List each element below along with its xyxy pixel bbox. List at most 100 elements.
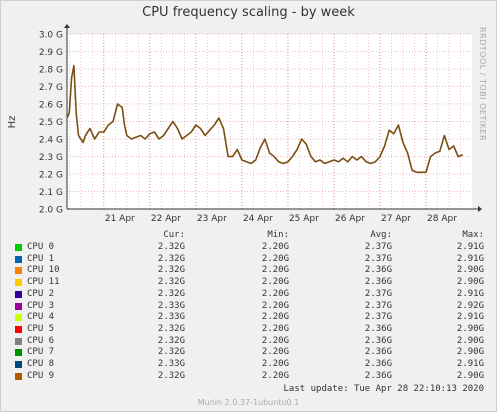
- legend-avg-value: 2.36G: [364, 323, 392, 334]
- y-tick-label: 2.9 G: [39, 48, 63, 58]
- x-tick-label: 25 Apr: [289, 214, 319, 224]
- legend-max-value: 2.91G: [456, 359, 484, 369]
- chart-title: CPU frequency scaling - by week: [142, 5, 355, 20]
- x-tick-label: 27 Apr: [381, 214, 411, 224]
- legend-min-value: 2.20G: [261, 359, 289, 369]
- legend-series-name: CPU 11: [27, 277, 60, 288]
- legend-swatch: [15, 372, 22, 380]
- y-tick-label: 2.3 G: [39, 153, 63, 163]
- legend-swatch: [15, 361, 22, 368]
- legend-cur-value: 2.32G: [157, 370, 185, 381]
- legend-swatch: [15, 325, 22, 333]
- legend-cur-value: 2.32G: [157, 277, 185, 288]
- y-tick-label: 2.7 G: [39, 83, 63, 93]
- munin-version: Munin 2.0.37-1ubuntu0.1: [197, 398, 300, 407]
- y-tick-label: 2.5 G: [39, 118, 63, 128]
- legend-swatch: [15, 302, 22, 310]
- legend-swatch: [15, 267, 22, 275]
- legend-cur-value: 2.33G: [157, 312, 185, 323]
- legend-max-value: 2.91G: [456, 242, 484, 252]
- legend-swatch: [15, 349, 22, 357]
- x-axis-arrow: [478, 206, 482, 212]
- y-axis-label: Hz: [7, 116, 18, 129]
- legend-row: CPU 2 2.32G 2.20G 2.37G 2.91G: [13, 289, 487, 301]
- legend-series-name: CPU 4: [27, 312, 55, 323]
- legend-row: CPU 9 2.32G 2.20G 2.36G 2.90G: [13, 371, 487, 383]
- legend-header-max: Max:: [462, 230, 484, 240]
- legend-cur-value: 2.32G: [157, 265, 185, 276]
- legend-min-value: 2.20G: [261, 370, 289, 381]
- legend-swatch: [15, 279, 22, 287]
- legend-swatch: [15, 314, 22, 322]
- legend-swatch: [15, 244, 22, 251]
- legend-min-value: 2.20G: [261, 347, 289, 358]
- legend-cur-value: 2.32G: [157, 335, 185, 346]
- legend-header-cur: Cur:: [163, 230, 185, 240]
- legend-row: CPU 1 2.32G 2.20G 2.37G 2.91G: [13, 254, 487, 266]
- legend-row: CPU 6 2.32G 2.20G 2.36G 2.90G: [13, 336, 487, 348]
- legend-max-value: 2.91G: [456, 312, 484, 323]
- rrdtool-watermark: RRDTOOL / TOBI OETIKER: [478, 27, 487, 142]
- legend-header: Cur: Min: Avg: Max:: [13, 230, 487, 242]
- y-tick-label: 2.4 G: [39, 136, 63, 146]
- legend-series-name: CPU 5: [27, 323, 55, 334]
- legend-avg-value: 2.36G: [364, 335, 392, 346]
- legend-series-name: CPU 9: [27, 370, 55, 381]
- legend-row: CPU 7 2.32G 2.20G 2.36G 2.90G: [13, 347, 487, 359]
- legend-max-value: 2.92G: [456, 300, 484, 311]
- legend-swatch: [15, 337, 22, 345]
- legend-row: CPU 3 2.33G 2.20G 2.37G 2.92G: [13, 301, 487, 313]
- legend-max-value: 2.91G: [456, 288, 484, 299]
- legend-min-value: 2.20G: [261, 277, 289, 288]
- x-tick-label: 23 Apr: [197, 214, 227, 224]
- y-tick-label: 2.8 G: [39, 66, 63, 76]
- legend-cur-value: 2.32G: [157, 288, 185, 299]
- legend-avg-value: 2.37G: [364, 300, 392, 311]
- legend-min-value: 2.20G: [261, 312, 289, 323]
- legend-swatch: [15, 255, 22, 263]
- legend-series-name: CPU 3: [27, 300, 55, 311]
- legend-max-value: 2.90G: [456, 265, 484, 276]
- legend-series-name: CPU 7: [27, 347, 55, 358]
- legend-header-min: Min:: [267, 230, 289, 240]
- x-tick-label: 28 Apr: [427, 214, 457, 224]
- y-tick-label: 2.6 G: [39, 101, 63, 111]
- series-line: [66, 64, 464, 174]
- legend-row: CPU 8 2.33G 2.20G 2.36G 2.91G: [13, 359, 487, 371]
- legend-row: CPU 11 2.32G 2.20G 2.36G 2.90G: [13, 277, 487, 289]
- y-tick-label: 2.2 G: [39, 171, 63, 181]
- legend-avg-value: 2.36G: [364, 370, 392, 381]
- legend-cur-value: 2.32G: [157, 323, 185, 334]
- legend-max-value: 2.90G: [456, 323, 484, 334]
- legend-header-avg: Avg:: [370, 230, 392, 240]
- legend-cur-value: 2.32G: [157, 253, 185, 264]
- legend-series-name: CPU 2: [27, 288, 55, 299]
- legend-cur-value: 2.33G: [157, 359, 185, 369]
- legend-cur-value: 2.32G: [157, 242, 185, 252]
- legend-min-value: 2.20G: [261, 335, 289, 346]
- x-tick-label: 22 Apr: [151, 214, 181, 224]
- legend-series-name: CPU 8: [27, 359, 55, 369]
- legend-row: CPU 4 2.33G 2.20G 2.37G 2.91G: [13, 312, 487, 324]
- legend-row: CPU 5 2.32G 2.20G 2.36G 2.90G: [13, 324, 487, 336]
- legend-max-value: 2.90G: [456, 347, 484, 358]
- legend-min-value: 2.20G: [261, 253, 289, 264]
- legend-avg-value: 2.36G: [364, 359, 392, 369]
- y-tick-label: 3.0 G: [39, 31, 63, 41]
- x-tick-label: 21 Apr: [105, 214, 135, 224]
- legend-series-name: CPU 0: [27, 242, 55, 252]
- legend-row: CPU 0 2.32G 2.20G 2.37G 2.91G: [13, 242, 487, 254]
- series: [66, 64, 464, 174]
- y-axis-arrow: [64, 24, 70, 28]
- axes: 2.0 G 2.1 G 2.2 G 2.3 G 2.4 G 2.5 G 2.6 G 2.7 G…: [39, 24, 482, 224]
- legend-max-value: 2.90G: [456, 277, 484, 288]
- legend-avg-value: 2.37G: [364, 288, 392, 299]
- legend-series-name: CPU 10: [27, 265, 60, 276]
- legend-avg-value: 2.37G: [364, 242, 392, 252]
- legend-avg-value: 2.37G: [364, 253, 392, 264]
- legend-min-value: 2.20G: [261, 288, 289, 299]
- legend-series-name: CPU 6: [27, 335, 55, 346]
- y-tick-label: 2.1 G: [39, 188, 63, 198]
- x-tick-label: 26 Apr: [335, 214, 365, 224]
